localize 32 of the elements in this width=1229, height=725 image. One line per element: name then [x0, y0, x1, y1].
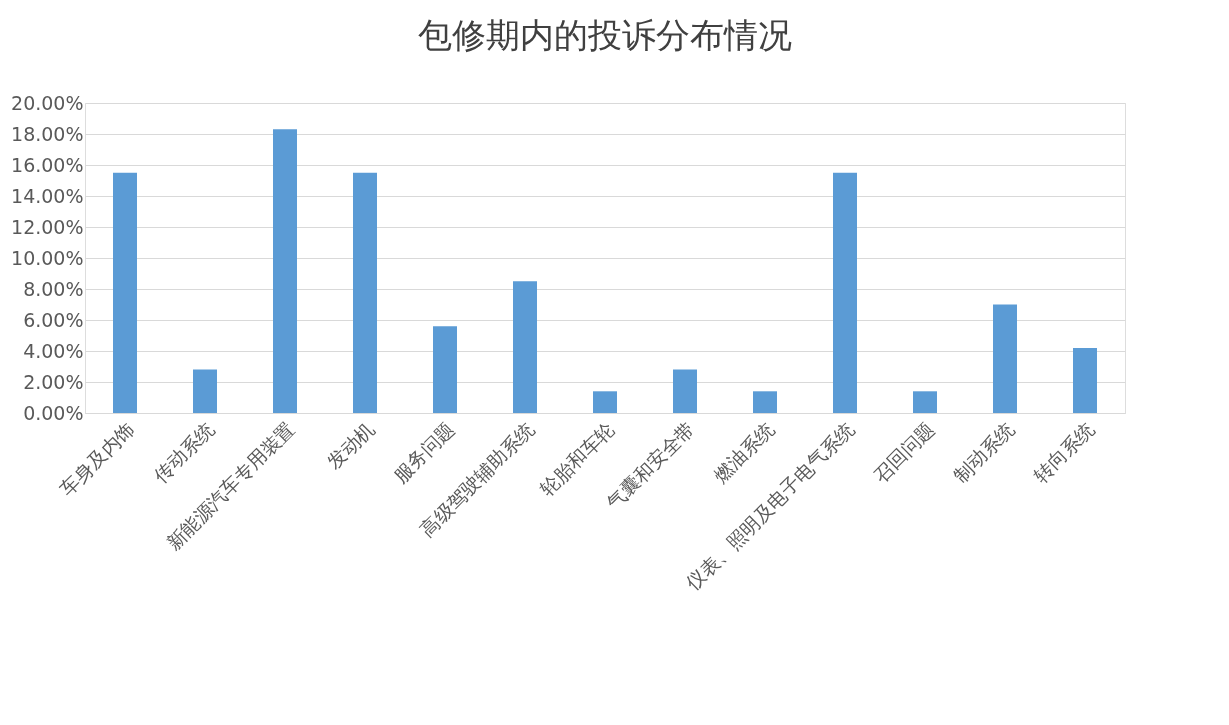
bar: [433, 326, 457, 413]
bar: [993, 304, 1017, 413]
y-tick-label: 20.00%: [11, 91, 84, 114]
y-tick-label: 6.00%: [23, 308, 84, 331]
x-tick-label: 转向系统: [1029, 417, 1099, 487]
bar: [1073, 347, 1097, 413]
y-tick-label: 0.00%: [23, 401, 84, 424]
bar: [193, 369, 217, 413]
y-tick-label: 2.00%: [23, 370, 84, 393]
x-tick-label: 召回问题: [869, 417, 939, 487]
bar: [513, 281, 537, 413]
y-tick-label: 8.00%: [23, 277, 84, 300]
bar: [673, 369, 697, 413]
y-tick-label: 14.00%: [11, 184, 84, 207]
chart-title: 包修期内的投诉分布情况: [418, 15, 792, 55]
y-tick-label: 4.00%: [23, 339, 84, 362]
x-tick-label: 服务问题: [389, 417, 459, 487]
bar: [593, 391, 617, 413]
bar: [833, 172, 857, 413]
x-tick-label: 制动系统: [949, 417, 1019, 487]
bar: [353, 172, 377, 413]
bar: [753, 391, 777, 413]
y-tick-label: 10.00%: [11, 246, 84, 269]
bar: [273, 129, 297, 413]
bar: [913, 391, 937, 413]
x-tick-label: 燃油系统: [709, 417, 779, 487]
x-tick-label: 传动系统: [149, 417, 219, 487]
bar: [113, 172, 137, 413]
x-tick-label: 发动机: [322, 417, 379, 474]
y-tick-label: 18.00%: [11, 122, 84, 145]
y-tick-label: 12.00%: [11, 215, 84, 238]
y-tick-label: 16.00%: [11, 153, 84, 176]
